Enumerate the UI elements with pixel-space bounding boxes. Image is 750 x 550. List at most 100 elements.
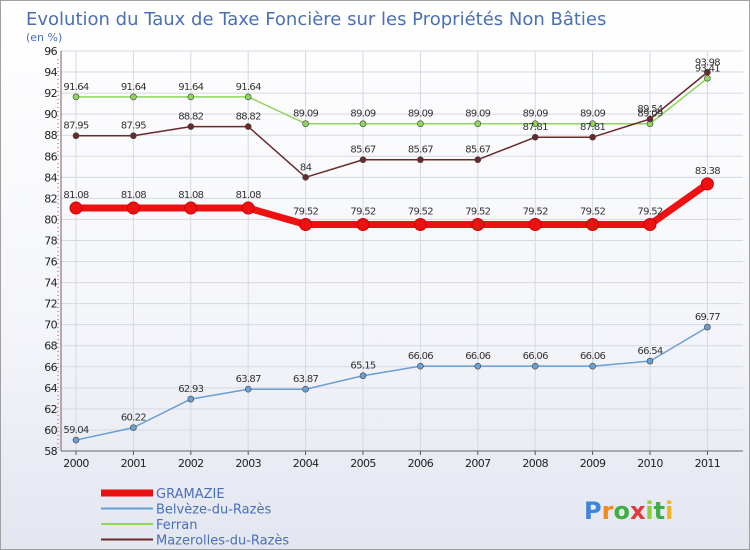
data-point — [531, 133, 539, 141]
data-label: 91.64 — [236, 82, 261, 93]
logo-letter: x — [630, 497, 646, 525]
y-tick-label: 64 — [44, 382, 57, 395]
data-label: 79.52 — [580, 206, 605, 217]
series-line — [75, 71, 709, 179]
logo-letter: t — [654, 497, 665, 525]
data-label: 63.87 — [293, 374, 318, 385]
data-label: 66.06 — [408, 351, 433, 362]
data-label: 63.87 — [236, 374, 261, 385]
data-label: 59.04 — [63, 425, 88, 436]
data-point — [130, 424, 137, 431]
y-tick-label: 60 — [44, 424, 57, 437]
y-tick-label: 72 — [44, 298, 57, 311]
data-label: 81.08 — [178, 190, 203, 201]
y-tick-label: 92 — [44, 87, 57, 100]
y-tick-label: 82 — [44, 192, 57, 205]
data-point — [244, 93, 252, 101]
data-point — [356, 217, 370, 231]
data-point — [646, 115, 654, 123]
data-label: 89.09 — [637, 109, 662, 120]
data-point — [417, 156, 424, 164]
data-point — [589, 133, 596, 141]
data-point — [528, 217, 542, 231]
y-tick-label: 62 — [44, 403, 57, 416]
data-label: 85.67 — [350, 145, 375, 156]
y-tick-label: 74 — [44, 277, 57, 290]
data-label: 79.52 — [637, 206, 662, 217]
data-point — [187, 395, 195, 403]
data-point — [586, 217, 600, 231]
x-tick-label: 2004 — [293, 457, 319, 470]
data-point — [130, 132, 137, 140]
data-point — [302, 385, 309, 393]
data-label: 89.54 — [637, 104, 662, 115]
data-label: 84 — [300, 162, 312, 173]
data-point — [244, 385, 252, 393]
y-tick-label: 94 — [44, 66, 57, 79]
logo-text: Proxiti — [584, 497, 673, 525]
x-tick-label: 2002 — [178, 457, 204, 470]
y-tick-label: 84 — [44, 171, 57, 184]
x-tick-label: 2003 — [235, 457, 261, 470]
data-point — [72, 132, 80, 140]
y-tick-label: 76 — [44, 256, 57, 269]
data-labels: 59.04 60.22 62.93 63.87 63.87 65.15 66.06 66.06… — [63, 57, 721, 436]
data-label: 89.09 — [465, 109, 490, 120]
data-label: 79.52 — [523, 206, 548, 217]
data-point — [241, 201, 255, 215]
data-point — [302, 174, 309, 181]
logo-letter: i — [645, 497, 653, 525]
logo-letter: o — [613, 497, 630, 525]
data-label: 88.82 — [236, 112, 261, 123]
legend-label: GRAMAZIE — [156, 487, 225, 502]
series-line — [75, 77, 709, 125]
data-label: 87.81 — [523, 122, 548, 133]
y-tick-label: 66 — [44, 361, 57, 374]
data-label: 81.08 — [63, 190, 88, 201]
data-label: 85.67 — [465, 145, 490, 156]
series-1 — [72, 323, 711, 444]
logo-letter: r — [602, 497, 614, 525]
data-label: 87.81 — [580, 122, 605, 133]
data-point — [130, 93, 137, 101]
x-tick-label: 2011 — [695, 457, 721, 470]
x-tick-label: 2006 — [408, 457, 434, 470]
data-label: 88.82 — [178, 112, 203, 123]
data-label: 93.98 — [695, 57, 720, 68]
x-tick-label: 2005 — [350, 457, 376, 470]
y-tick-label: 88 — [44, 129, 57, 142]
data-point — [646, 357, 654, 365]
data-point — [359, 120, 367, 128]
data-point — [187, 93, 195, 101]
legend: GRAMAZIEBelvèze-du-RazèsFerranMazerolles… — [101, 487, 289, 549]
data-point — [417, 362, 424, 370]
data-label: 66.54 — [637, 346, 662, 357]
data-label: 66.06 — [465, 351, 490, 362]
data-label: 66.06 — [523, 351, 548, 362]
x-tick-label: 2008 — [522, 457, 548, 470]
data-label: 81.08 — [236, 190, 261, 201]
data-label: 60.22 — [121, 413, 146, 424]
series-0 — [69, 177, 714, 231]
series-3 — [72, 68, 711, 181]
data-point — [244, 123, 252, 130]
data-label: 93.41 — [695, 63, 720, 74]
data-point — [700, 177, 714, 191]
data-point — [589, 362, 596, 370]
data-point — [299, 217, 313, 231]
series-line — [72, 180, 711, 228]
data-point — [531, 362, 539, 370]
data-point — [589, 120, 596, 128]
data-point — [474, 156, 482, 164]
y-tick-label: 68 — [44, 340, 57, 353]
data-point — [417, 120, 424, 128]
data-label: 62.93 — [178, 384, 203, 395]
logo-letter: i — [665, 497, 673, 525]
data-point — [187, 123, 195, 130]
y-tick-label: 58 — [44, 445, 57, 458]
y-tick-label: 86 — [44, 150, 57, 163]
data-label: 87.95 — [63, 121, 88, 132]
x-tick-label: 2001 — [121, 457, 147, 470]
logo-letter: P — [584, 497, 602, 525]
